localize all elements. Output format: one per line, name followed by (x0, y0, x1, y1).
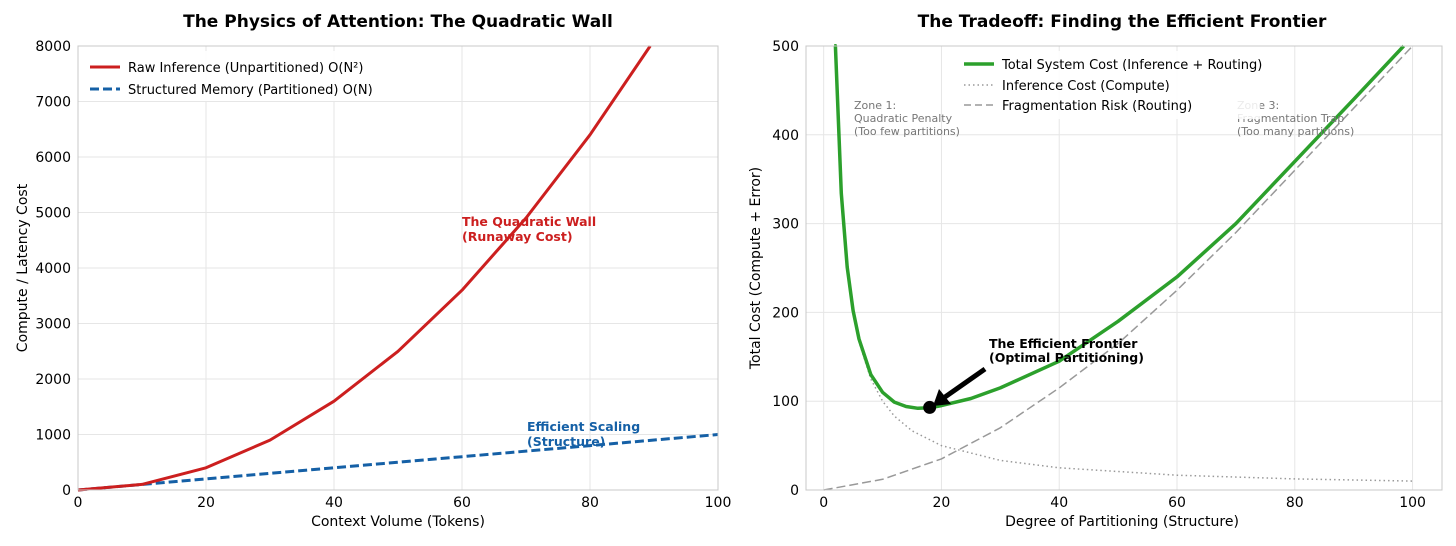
legend-box (955, 51, 1260, 119)
annotation-quadratic-wall: The Quadratic Wall (Runaway Cost) (462, 214, 596, 244)
x-axis-label: Degree of Partitioning (Structure) (1005, 514, 1239, 530)
legend-label-structured-memory: Structured Memory (Partitioned) O(N) (128, 83, 373, 98)
x-tick-label: 80 (581, 495, 599, 511)
x-tick-label: 0 (74, 495, 83, 511)
x-tick-labels: 0 20 40 60 80 100 (819, 495, 1426, 511)
y-tick-label: 500 (772, 39, 799, 55)
x-tick-label: 0 (819, 495, 828, 511)
chart-title: The Physics of Attention: The Quadratic … (183, 12, 613, 32)
x-axis-label: Context Volume (Tokens) (311, 514, 485, 530)
x-tick-label: 60 (453, 495, 471, 511)
y-tick-label: 5000 (35, 206, 71, 222)
y-tick-label: 200 (772, 305, 799, 321)
annotation-efficient-frontier: The Efficient Frontier (Optimal Partitio… (933, 336, 1144, 406)
y-axis-label: Total Cost (Compute + Error) (748, 167, 764, 370)
optimum-point (923, 400, 937, 414)
y-tick-label: 3000 (35, 317, 71, 333)
x-tick-labels: 0 20 40 60 80 100 (74, 495, 732, 511)
annotation-zone-1: Zone 1: Quadratic Penalty (Too few parti… (854, 99, 960, 138)
annotation-arrow-head (933, 389, 951, 406)
legend-box (80, 51, 396, 101)
annotation-efficient-frontier-line1: The Efficient Frontier (989, 336, 1138, 351)
annotation-efficient-scaling: Efficient Scaling (Structure) (527, 419, 640, 449)
zone-3-line2: Fragmentation Trap (1237, 112, 1344, 125)
legend-label-total-cost: Total System Cost (Inference + Routing) (1001, 58, 1262, 73)
plot-frame (805, 45, 1443, 491)
annotation-efficient-frontier-line2: (Optimal Partitioning) (989, 350, 1144, 365)
y-tick-labels: 0 100 200 300 400 500 (772, 39, 799, 499)
x-tick-label: 40 (1050, 495, 1068, 511)
x-tick-label: 80 (1286, 495, 1304, 511)
y-tick-label: 7000 (35, 95, 71, 111)
legend-label-inference-cost: Inference Cost (Compute) (1002, 79, 1170, 94)
y-tick-label: 100 (772, 394, 799, 410)
x-tick-label: 60 (1168, 495, 1186, 511)
annotation-efficient-scaling-line1: Efficient Scaling (527, 419, 640, 434)
optimum-marker-layer (923, 400, 937, 414)
y-tick-label: 8000 (35, 39, 71, 55)
chart-title: The Tradeoff: Finding the Efficient Fron… (918, 12, 1327, 32)
x-tick-label: 20 (197, 495, 215, 511)
annotation-efficient-scaling-line2: (Structure) (527, 434, 605, 449)
y-tick-label: 6000 (35, 150, 71, 166)
zone-1-line3: (Too few partitions) (854, 125, 960, 138)
zone-1-line1: Zone 1: (854, 99, 896, 112)
y-tick-label: 2000 (35, 372, 71, 388)
y-tick-label: 300 (772, 217, 799, 233)
legend: Total System Cost (Inference + Routing) … (955, 51, 1262, 119)
y-tick-label: 0 (790, 483, 799, 499)
y-tick-labels: 0 1000 2000 3000 4000 5000 6000 7000 8000 (35, 39, 71, 499)
zone-1-line2: Quadratic Penalty (854, 112, 953, 125)
x-tick-label: 100 (705, 495, 732, 511)
x-tick-label: 100 (1399, 495, 1426, 511)
annotation-quadratic-wall-line1: The Quadratic Wall (462, 214, 596, 229)
x-tick-label: 40 (325, 495, 343, 511)
y-axis-label: Compute / Latency Cost (15, 183, 31, 352)
y-tick-label: 1000 (35, 428, 71, 444)
annotation-quadratic-wall-line2: (Runaway Cost) (462, 229, 573, 244)
x-tick-label: 20 (933, 495, 951, 511)
series-line-2 (823, 45, 1414, 491)
legend-label-fragmentation-risk: Fragmentation Risk (Routing) (1002, 99, 1192, 114)
chart-attention-scaling: 0 20 40 60 80 100 0 1000 2000 3000 4000 5000 6000 70… (15, 12, 731, 530)
annotation-arrow-shaft (943, 366, 987, 400)
y-tick-label: 0 (62, 483, 71, 499)
chart-partitioning-tradeoff: 0 20 40 60 80 100 0 100 200 300 400 500 The Tradeo… (748, 12, 1443, 530)
zone-3-line3: (Too many partitions) (1237, 125, 1354, 138)
legend-label-raw-inference: Raw Inference (Unpartitioned) O(N²) (128, 61, 363, 76)
series-line-0 (77, 45, 652, 492)
plot-frame (77, 45, 719, 491)
legend: Raw Inference (Unpartitioned) O(N²) Stru… (80, 51, 396, 101)
y-tick-label: 4000 (35, 261, 71, 277)
series-line-1 (77, 433, 719, 492)
series-layer (77, 45, 719, 492)
y-tick-label: 400 (772, 128, 799, 144)
